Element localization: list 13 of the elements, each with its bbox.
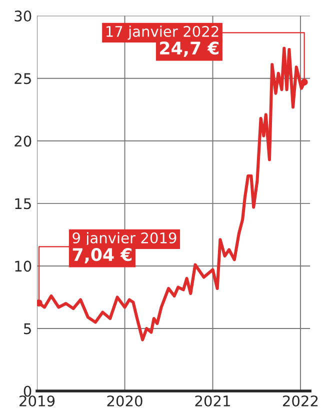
- y-tick-label: 10: [15, 260, 32, 272]
- y-tick-label: 0: [24, 386, 32, 397]
- x-tick-label: 2022: [282, 395, 318, 406]
- y-tick-label: 30: [14, 10, 32, 22]
- x-tick-label: 2020: [107, 395, 142, 406]
- annotation: 17 janvier 2022 24,7 €: [106, 26, 219, 57]
- y-tick-label: 25: [14, 73, 31, 84]
- x-tick-label: 2021: [195, 395, 230, 406]
- x-tick-label: 2019: [20, 395, 55, 406]
- y-tick-label: 20: [14, 136, 32, 147]
- y-tick-label: 15: [15, 198, 31, 210]
- y-tick-label: 5: [24, 323, 31, 334]
- annotation: 9 janvier 2019 7,04 €: [72, 232, 176, 264]
